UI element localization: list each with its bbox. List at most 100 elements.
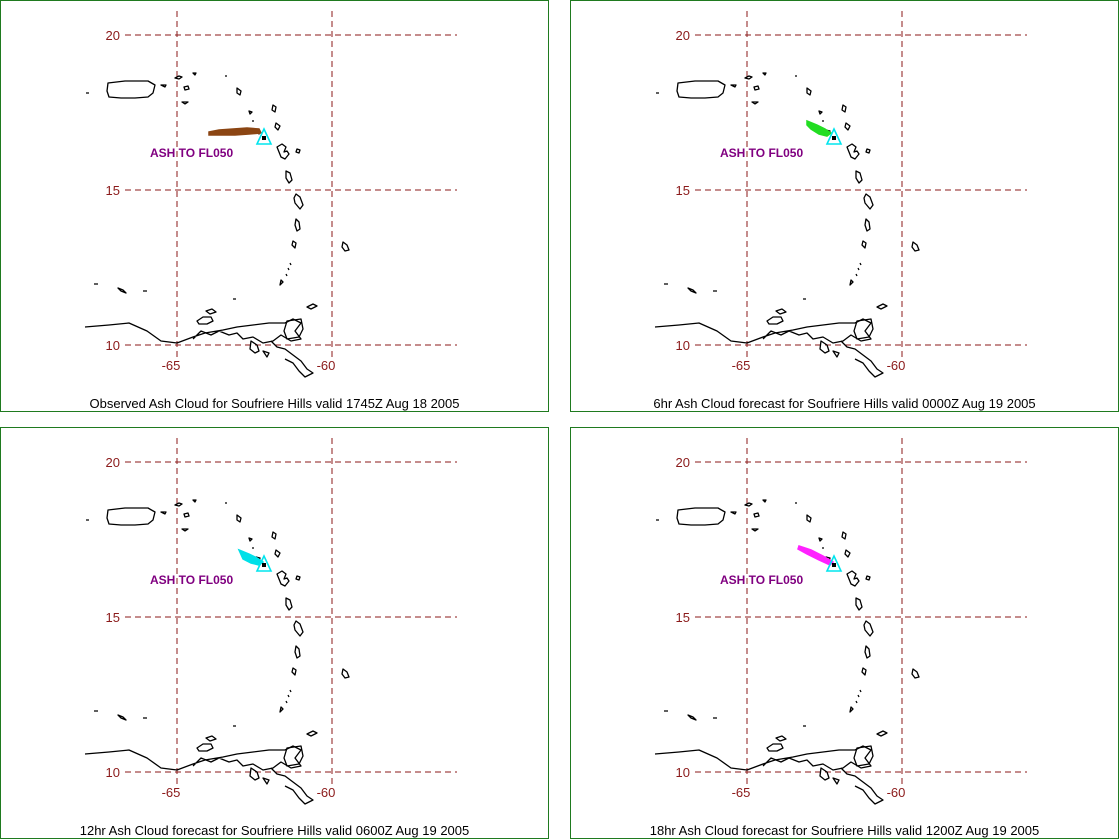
northern-leewards-outline [795,502,851,562]
venezuela-coast-outline [84,745,302,771]
venezuela-coast-outline [84,318,302,344]
gulf-of-paria-outline [270,340,314,378]
ash-cloud-shape [806,119,833,137]
virgin-islands-outline [86,72,197,105]
map-canvas: 20 15 10 -65 -60 ASH TO FL050 [654,438,1027,805]
lat-label-10: 10 [676,338,690,353]
orinoco-delta-outline [819,767,840,785]
lat-label-10: 10 [676,765,690,780]
lat-lon-grid: 20 15 10 -65 -60 [676,11,1027,373]
dutch-antilles-outline [94,283,147,294]
lon-label-60: -60 [887,785,906,800]
st-lucia-st-vincent-outline [279,218,301,286]
trinidad-outline [283,745,304,767]
lat-lon-grid: 20 15 10 -65 -60 [106,11,457,373]
st-lucia-st-vincent-outline [279,645,301,713]
northern-leewards-outline [225,75,281,135]
ash-level-label: ASH TO FL050 [150,573,233,587]
northern-leewards-outline [795,75,851,135]
volcano-marker [825,554,843,572]
dutch-antilles-outline [664,283,717,294]
lat-label-10: 10 [106,338,120,353]
ash-cloud-shape [208,127,263,136]
lat-label-20: 20 [676,28,690,43]
lon-label-65: -65 [732,785,751,800]
dominica-martinique-outline [285,597,350,679]
st-lucia-st-vincent-outline [849,218,871,286]
venezuela-coast-outline [654,318,872,344]
lat-lon-grid: 20 15 10 -65 -60 [106,438,457,800]
lat-label-15: 15 [676,610,690,625]
panel-caption: Observed Ash Cloud for Soufriere Hills v… [89,396,460,411]
margarita-outline [196,725,318,752]
map-canvas: 20 15 10 -65 -60 ASH TO FL050 [654,11,1027,378]
volcano-marker [255,127,273,145]
orinoco-delta-outline [249,340,270,358]
margarita-outline [766,298,888,325]
lat-label-20: 20 [106,455,120,470]
ash-cloud-polygon [806,119,833,137]
panel-caption: 12hr Ash Cloud forecast for Soufriere Hi… [79,823,470,838]
lon-label-65: -65 [732,358,751,373]
dominica-martinique-outline [855,597,920,679]
volcano-triangle-icon [825,127,843,145]
margarita-outline [196,298,318,325]
puerto-rico-outline [676,80,726,99]
map-panel-3: 20 15 10 -65 -60 ASH TO FL050 12hr Ash [0,427,549,839]
orinoco-delta-outline [819,340,840,358]
lat-label-20: 20 [106,28,120,43]
ash-cloud-shape [797,545,835,566]
trinidad-outline [853,745,874,767]
dutch-antilles-outline [94,710,147,721]
lat-label-20: 20 [676,455,690,470]
gulf-of-paria-outline [840,767,884,805]
lat-label-15: 15 [676,183,690,198]
guadeloupe-outline [846,143,871,160]
lat-label-10: 10 [106,765,120,780]
puerto-rico-outline [106,80,156,99]
coastlines [654,499,920,805]
ash-level-label: ASH TO FL050 [720,573,803,587]
map-canvas: 20 15 10 -65 -60 ASH TO FL050 [84,11,457,378]
map-panel-1: 20 15 10 -65 -60 ASH TO FL050 Observed [0,0,549,412]
lon-label-60: -60 [317,785,336,800]
venezuela-coast-outline [654,745,872,771]
northern-leewards-outline [225,502,281,562]
lat-label-15: 15 [106,610,120,625]
st-lucia-st-vincent-outline [849,645,871,713]
ash-level-label: ASH TO FL050 [150,146,233,160]
coastlines [84,499,350,805]
map-panel-4: 20 15 10 -65 -60 ASH TO FL050 18hr Ash [570,427,1119,839]
gulf-of-paria-outline [840,340,884,378]
volcano-triangle-icon [825,554,843,572]
gulf-of-paria-outline [270,767,314,805]
volcano-summit-dot [832,563,836,567]
guadeloupe-outline [276,570,301,587]
volcano-summit-dot [262,563,266,567]
virgin-islands-outline [86,499,197,532]
orinoco-delta-outline [249,767,270,785]
ash-cloud-polygon [208,127,263,136]
margarita-outline [766,725,888,752]
dominica-martinique-outline [285,170,350,252]
lon-label-65: -65 [162,358,181,373]
coastlines [654,72,920,378]
map-panel-2: 20 15 10 -65 -60 ASH TO FL050 6hr Ash C [570,0,1119,412]
lat-lon-grid: 20 15 10 -65 -60 [676,438,1027,800]
lat-label-15: 15 [106,183,120,198]
ash-cloud-polygon [797,545,835,566]
puerto-rico-outline [106,507,156,526]
panel-caption: 18hr Ash Cloud forecast for Soufriere Hi… [649,823,1040,838]
trinidad-outline [283,318,304,340]
lon-label-60: -60 [317,358,336,373]
trinidad-outline [853,318,874,340]
puerto-rico-outline [676,507,726,526]
coastlines [84,72,350,378]
guadeloupe-outline [846,570,871,587]
volcano-marker [255,554,273,572]
map-canvas: 20 15 10 -65 -60 ASH TO FL050 [84,438,457,805]
dutch-antilles-outline [664,710,717,721]
volcano-summit-dot [262,136,266,140]
lon-label-60: -60 [887,358,906,373]
lon-label-65: -65 [162,785,181,800]
